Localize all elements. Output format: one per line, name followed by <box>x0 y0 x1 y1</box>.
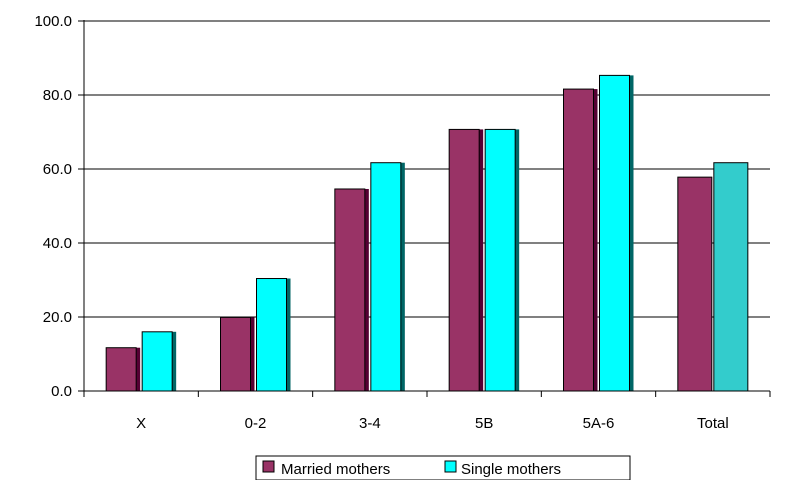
bar-married <box>334 188 366 392</box>
bar-married <box>448 128 480 392</box>
x-tick-label: 5A-6 <box>583 415 615 432</box>
bar-married-side <box>479 129 484 391</box>
bar-single <box>141 331 173 392</box>
x-tick-label: 5B <box>475 415 493 432</box>
x-tick-label: X <box>136 415 146 432</box>
bar-single <box>713 162 749 392</box>
legend-label-married: Married mothers <box>281 461 390 478</box>
bar-married-side <box>364 188 369 391</box>
y-tick-label: 80.0 <box>43 87 72 104</box>
x-tick-labels: X 0-2 3-4 5B 5A-6 Total <box>136 415 729 432</box>
y-tick-label: 40.0 <box>43 235 72 252</box>
bars <box>105 74 749 392</box>
bar-married-side <box>136 347 141 391</box>
legend-swatch-single <box>444 460 457 473</box>
bar-married-side <box>593 89 598 391</box>
bar-single <box>370 162 402 392</box>
bar-single <box>256 278 287 392</box>
x-tick-label: 0-2 <box>245 415 267 432</box>
legend-label-single: Single mothers <box>461 461 561 478</box>
bar-single-side <box>286 278 291 391</box>
bar-single-side <box>400 162 405 391</box>
y-tick-label: 60.0 <box>43 161 72 178</box>
x-tick-label: Total <box>697 415 729 432</box>
legend-swatch-married <box>262 460 275 473</box>
bar-single <box>599 74 630 392</box>
bar-single-side <box>172 331 177 391</box>
y-tick-label: 0.0 <box>51 383 72 400</box>
y-tick-label: 100.0 <box>34 13 72 30</box>
bar-married-side <box>250 317 255 391</box>
y-tick-label: 20.0 <box>43 309 72 326</box>
bar-married <box>220 316 251 392</box>
axes <box>83 20 771 397</box>
bar-married <box>563 88 594 392</box>
legend-box <box>255 455 631 480</box>
bar-married <box>677 176 713 392</box>
legend: Married mothers Single mothers <box>255 455 631 480</box>
bar-married <box>105 347 137 392</box>
x-tick-label: 3-4 <box>359 415 381 432</box>
y-tick-labels: 0.0 20.0 40.0 60.0 80.0 100.0 <box>34 13 72 400</box>
bar-single-side <box>629 75 634 391</box>
gridlines <box>78 20 770 392</box>
bar-single-side <box>515 129 520 391</box>
bar-single <box>484 128 516 392</box>
